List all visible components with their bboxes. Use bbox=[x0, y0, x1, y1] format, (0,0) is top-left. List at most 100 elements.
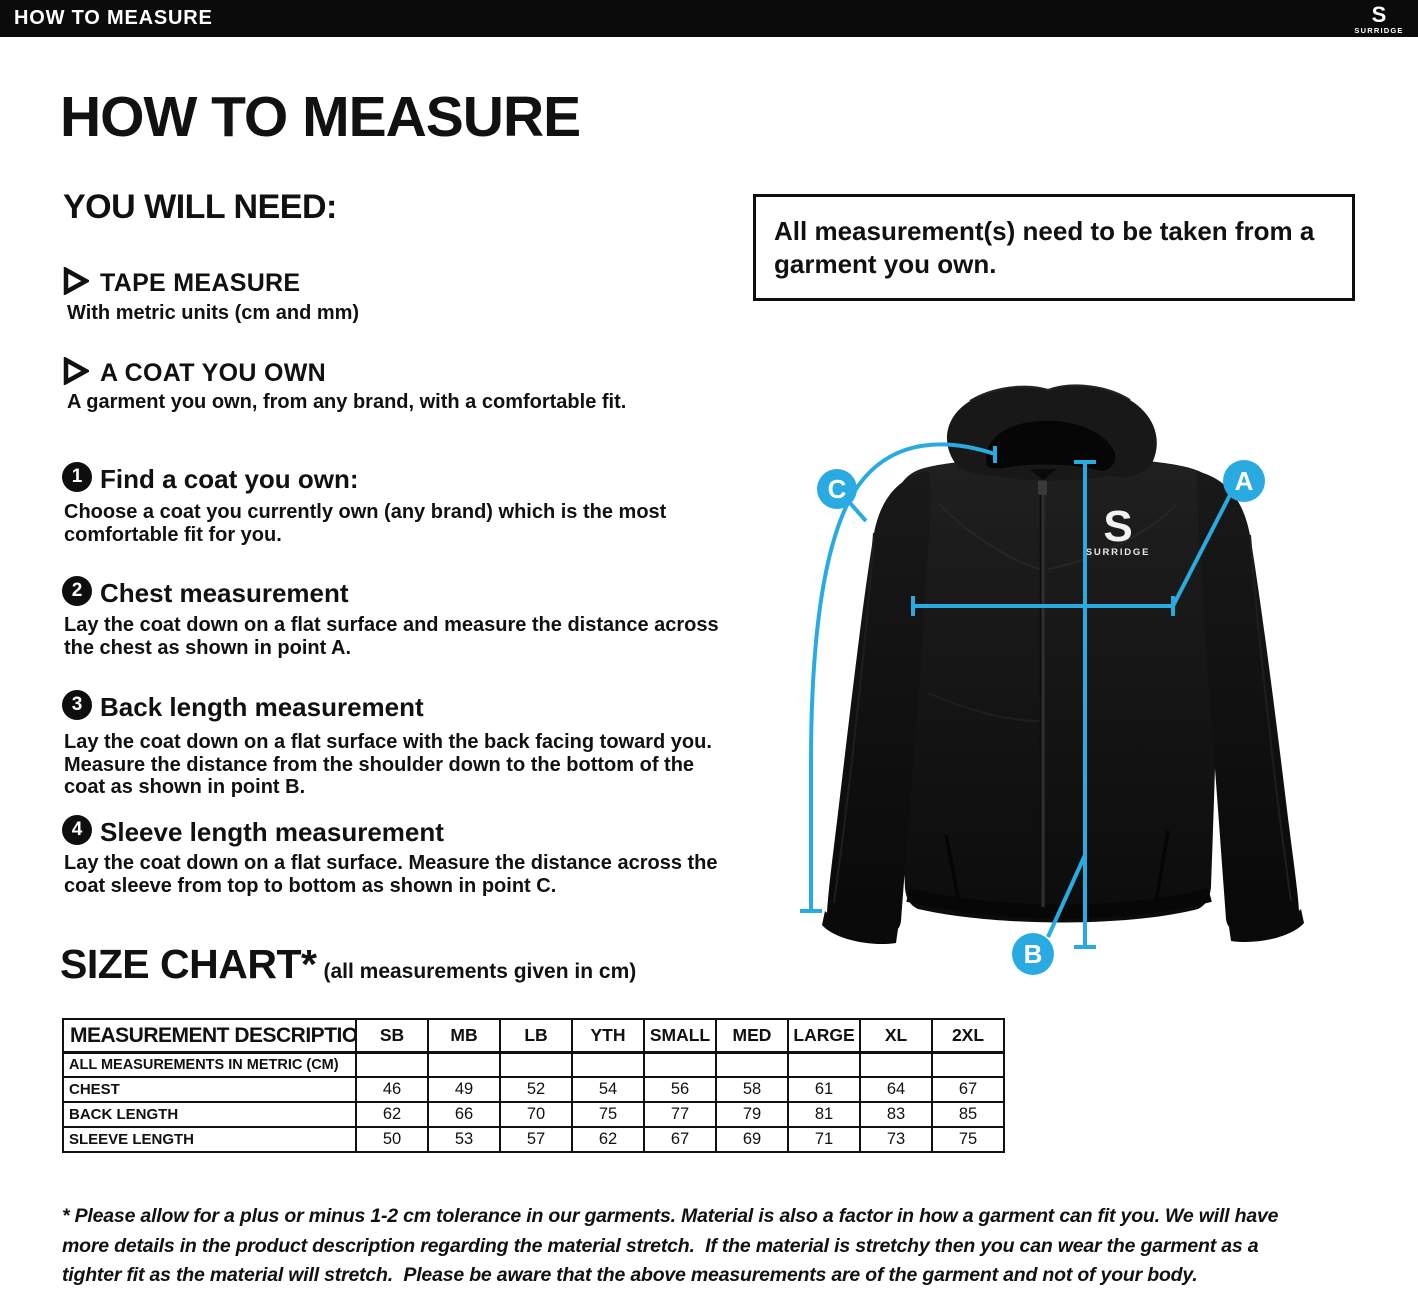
table-cell: 85 bbox=[931, 1101, 1005, 1128]
svg-text:SURRIDGE: SURRIDGE bbox=[1354, 26, 1403, 35]
table-cell: 75 bbox=[571, 1101, 645, 1128]
table-cell: 62 bbox=[355, 1101, 429, 1128]
table-cell: 52 bbox=[499, 1076, 573, 1103]
arrow-triangle-icon bbox=[63, 357, 89, 385]
jacket-sleeves bbox=[822, 471, 1304, 945]
right-cuff bbox=[1229, 909, 1304, 943]
table-cell: 46 bbox=[355, 1076, 429, 1103]
table-header-cell: MED bbox=[715, 1018, 789, 1054]
need-item-title: A COAT YOU OWN bbox=[100, 359, 326, 387]
point-b-badge bbox=[1012, 933, 1054, 975]
table-note-row: ALL MEASUREMENTS IN METRIC (CM) bbox=[62, 1051, 1005, 1078]
table-header-cell: LB bbox=[499, 1018, 573, 1054]
jacket-illustration: S SURRIDGE A B C bbox=[800, 384, 1304, 975]
table-cell: 57 bbox=[499, 1126, 573, 1153]
need-item-desc: A garment you own, from any brand, with … bbox=[67, 391, 627, 413]
garment-logo: S SURRIDGE bbox=[1086, 502, 1151, 558]
table-cell bbox=[787, 1051, 861, 1078]
size-chart-title: SIZE CHART* bbox=[60, 941, 317, 987]
table-cell bbox=[931, 1051, 1005, 1078]
table-cell: 61 bbox=[787, 1076, 861, 1103]
table-cell bbox=[427, 1051, 501, 1078]
table-cell: 62 bbox=[571, 1126, 645, 1153]
table-row: BACK LENGTH 62 66 70 75 77 79 81 83 85 bbox=[62, 1101, 1005, 1128]
svg-text:SURRIDGE: SURRIDGE bbox=[1086, 547, 1151, 558]
step-body: Choose a coat you currently own (any bra… bbox=[64, 501, 667, 546]
table-cell bbox=[355, 1051, 429, 1078]
table-header-cell: XL bbox=[859, 1018, 933, 1054]
jacket-hood bbox=[946, 384, 1157, 481]
measurement-lines bbox=[800, 442, 1232, 949]
table-cell: 67 bbox=[931, 1076, 1005, 1103]
step-title: Chest measurement bbox=[100, 578, 349, 608]
table-cell: 75 bbox=[931, 1126, 1005, 1153]
size-chart-heading: SIZE CHART* (all measurements given in c… bbox=[60, 941, 636, 988]
table-cell: 71 bbox=[787, 1126, 861, 1153]
step-title: Find a coat you own: bbox=[100, 464, 359, 494]
footnote: * Please allow for a plus or minus 1-2 c… bbox=[62, 1205, 1279, 1286]
table-row: CHEST 46 49 52 54 56 58 61 64 67 bbox=[62, 1076, 1005, 1103]
top-bar: HOW TO MEASURE S SURRIDGE bbox=[0, 0, 1418, 37]
table-cell: 81 bbox=[787, 1101, 861, 1128]
point-b-label: B bbox=[1024, 939, 1043, 969]
table-cell bbox=[859, 1051, 933, 1078]
size-chart-body: MEASUREMENT DESCRIPTION SB MB LB YTH SMALL MED… bbox=[62, 1018, 1005, 1153]
svg-text:S: S bbox=[1372, 2, 1387, 27]
table-cell: 50 bbox=[355, 1126, 429, 1153]
table-cell bbox=[715, 1051, 789, 1078]
point-a-label: A bbox=[1235, 466, 1254, 496]
table-cell: 77 bbox=[643, 1101, 717, 1128]
need-item-desc: With metric units (cm and mm) bbox=[67, 302, 360, 324]
page-title: HOW TO MEASURE bbox=[60, 85, 581, 149]
table-cell: 69 bbox=[715, 1126, 789, 1153]
table-cell: 73 bbox=[859, 1126, 933, 1153]
table-row-label: BACK LENGTH bbox=[62, 1101, 357, 1128]
table-cell: 70 bbox=[499, 1101, 573, 1128]
step-body: Lay the coat down on a flat surface with… bbox=[64, 731, 712, 798]
you-will-need-heading: YOU WILL NEED: bbox=[63, 188, 337, 226]
step-number-badge: 2 bbox=[62, 576, 92, 606]
jacket-body bbox=[893, 457, 1223, 923]
table-header-cell: SB bbox=[355, 1018, 429, 1054]
measurement-point-badges: A B C bbox=[817, 460, 1265, 975]
left-cuff bbox=[822, 911, 898, 945]
arrow-triangle-icon bbox=[63, 267, 89, 295]
step-number-badge: 1 bbox=[62, 462, 92, 492]
table-header-cell: 2XL bbox=[931, 1018, 1005, 1054]
step-title: Sleeve length measurement bbox=[100, 817, 444, 847]
top-bar-title: HOW TO MEASURE bbox=[14, 7, 213, 29]
table-cell: 53 bbox=[427, 1126, 501, 1153]
table-header-cell: SMALL bbox=[643, 1018, 717, 1054]
step-number-badge: 4 bbox=[62, 815, 92, 845]
jacket-measurement-diagram: S SURRIDGE A B C bbox=[778, 383, 1410, 1033]
svg-text:S: S bbox=[1103, 502, 1132, 551]
table-note-cell: ALL MEASUREMENTS IN METRIC (CM) bbox=[62, 1051, 357, 1078]
step-body: Lay the coat down on a flat surface. Mea… bbox=[64, 852, 718, 897]
table-header-cell: YTH bbox=[571, 1018, 645, 1054]
callout-box: All measurement(s) need to be taken from… bbox=[753, 194, 1355, 301]
step-title: Back length measurement bbox=[100, 692, 424, 722]
point-c-label: C bbox=[828, 474, 847, 504]
zip-pull bbox=[1038, 480, 1047, 495]
table-row-label: SLEEVE LENGTH bbox=[62, 1126, 357, 1153]
step-number-badge: 3 bbox=[62, 690, 92, 720]
table-cell bbox=[499, 1051, 573, 1078]
table-cell: 83 bbox=[859, 1101, 933, 1128]
table-row-label: CHEST bbox=[62, 1076, 357, 1103]
table-cell bbox=[643, 1051, 717, 1078]
point-c-badge bbox=[817, 469, 857, 509]
size-chart-subtitle: (all measurements given in cm) bbox=[323, 960, 637, 983]
table-cell: 49 bbox=[427, 1076, 501, 1103]
table-cell: 56 bbox=[643, 1076, 717, 1103]
callout-text: All measurement(s) need to be taken from… bbox=[774, 215, 1315, 279]
table-row: SLEEVE LENGTH 50 53 57 62 67 69 71 73 75 bbox=[62, 1126, 1005, 1153]
table-cell: 79 bbox=[715, 1101, 789, 1128]
table-cell bbox=[571, 1051, 645, 1078]
surridge-logo-icon: S SURRIDGE bbox=[1354, 2, 1403, 35]
table-cell: 54 bbox=[571, 1076, 645, 1103]
table-cell: 58 bbox=[715, 1076, 789, 1103]
table-header-cell: MEASUREMENT DESCRIPTION bbox=[62, 1018, 357, 1054]
table-header-cell: LARGE bbox=[787, 1018, 861, 1054]
size-chart-table: MEASUREMENT DESCRIPTION SB MB LB YTH SMALL MED… bbox=[62, 1018, 1005, 1153]
table-header-row: MEASUREMENT DESCRIPTION SB MB LB YTH SMALL MED… bbox=[62, 1018, 1005, 1054]
